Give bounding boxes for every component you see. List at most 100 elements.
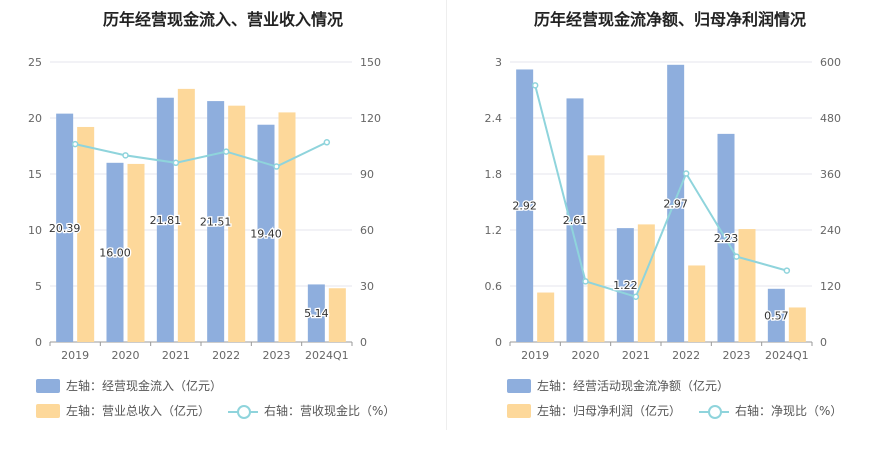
bar-data-label: 20.39 xyxy=(49,222,81,235)
right-axis-tick-label: 480 xyxy=(820,112,841,125)
right-axis-tick-label: 360 xyxy=(820,168,841,181)
ratio-line xyxy=(534,85,788,298)
legend-item-revenue[interactable]: 左轴：营业总收入（亿元） xyxy=(36,402,210,419)
x-axis-tick-label: 2024Q1 xyxy=(305,349,349,362)
bar-data-label: 16.00 xyxy=(99,246,131,259)
legend-item-cash-inflow[interactable]: 左轴：经营现金流入（亿元） xyxy=(36,377,222,394)
left-axis-tick-label: 1.2 xyxy=(485,224,503,237)
left-axis-tick-label: 0 xyxy=(35,336,42,349)
bar-data-label: 21.51 xyxy=(200,216,232,229)
right-axis-tick-label: 120 xyxy=(360,112,381,125)
legend-label: 左轴：经营活动现金流净额（亿元） xyxy=(537,379,730,393)
right-axis-tick-label: 150 xyxy=(360,56,381,69)
ratio-point xyxy=(222,148,230,155)
right-axis-tick-label: 120 xyxy=(820,280,841,293)
ratio-point xyxy=(682,170,690,177)
bar-revenue xyxy=(228,105,246,343)
bar-net-cash xyxy=(516,69,534,342)
x-axis-tick-label: 2022 xyxy=(212,349,240,362)
bar-data-label: 5.14 xyxy=(304,307,329,320)
right-axis-tick-label: 60 xyxy=(360,224,374,237)
x-axis-tick-label: 2024Q1 xyxy=(765,349,809,362)
bar-data-label: 2.61 xyxy=(563,214,588,227)
right-axis-tick-label: 240 xyxy=(820,224,841,237)
chart-svg-left: 0 0 5 30 10 60 15 90 20 120 25 150 2019 2020 2021 2022 2… xyxy=(28,56,381,362)
legend-label: 右轴：营收现金比（%） xyxy=(264,404,396,418)
left-axis-tick-label: 1.8 xyxy=(485,168,503,181)
bar-data-label: 1.22 xyxy=(613,279,638,292)
right-axis-tick-label: 0 xyxy=(360,336,367,349)
right-axis-tick-label: 90 xyxy=(360,168,374,181)
x-axis-tick-label: 2020 xyxy=(112,349,140,362)
bar-net-profit xyxy=(537,292,555,342)
legend-item-net-profit[interactable]: 左轴：归母净利润（亿元） xyxy=(507,402,681,419)
bar-cash-inflow xyxy=(207,101,225,342)
bar-net-profit xyxy=(587,155,605,342)
legend-label: 左轴：经营现金流入（亿元） xyxy=(66,379,223,393)
chart-panel-left: 历年经营现金流入、营业收入情况 0 0 5 30 10 60 15 90 20 120 25 150 2… xyxy=(0,0,446,430)
bar-revenue xyxy=(328,288,346,342)
left-axis-tick-label: 3 xyxy=(495,56,502,69)
ratio-point xyxy=(632,293,640,300)
x-axis-tick-label: 2020 xyxy=(572,349,600,362)
bar-revenue xyxy=(127,163,145,342)
legend-swatch-blue xyxy=(36,378,60,393)
bar-data-label: 0.57 xyxy=(764,309,789,322)
bar-revenue xyxy=(77,126,95,343)
bar-revenue xyxy=(278,112,296,343)
legend-label: 左轴：归母净利润（亿元） xyxy=(537,404,682,418)
legend-swatch-orange xyxy=(507,403,531,418)
bar-data-label: 19.40 xyxy=(250,227,282,240)
x-axis-tick-label: 2019 xyxy=(521,349,549,362)
bar-net-profit xyxy=(788,307,806,342)
bar-data-label: 2.97 xyxy=(663,197,688,210)
left-axis-tick-label: 15 xyxy=(28,168,42,181)
ratio-point xyxy=(323,139,331,146)
left-axis-tick-label: 0 xyxy=(495,336,502,349)
ratio-point xyxy=(783,267,791,274)
bar-cash-inflow xyxy=(307,284,325,342)
bar-revenue xyxy=(177,88,195,342)
legend-swatch-orange xyxy=(36,403,60,418)
chart-svg-right: 0 0 0.6 120 1.2 240 1.8 360 2.4 480 3 600 2019 2020 20… xyxy=(485,56,842,362)
bar-data-label: 21.81 xyxy=(150,214,182,227)
ratio-point xyxy=(733,253,740,260)
right-axis-tick-label: 30 xyxy=(360,280,374,293)
x-axis-tick-label: 2021 xyxy=(162,349,190,362)
bar-cash-inflow xyxy=(56,113,74,342)
bar-net-cash xyxy=(667,64,685,343)
bar-cash-inflow xyxy=(156,97,174,342)
chart-title-left: 历年经营现金流入、营业收入情况 xyxy=(102,10,343,29)
bar-net-cash xyxy=(566,98,584,343)
ratio-point xyxy=(531,82,539,89)
bar-cash-inflow xyxy=(257,124,275,342)
ratio-point xyxy=(273,163,280,170)
legend-swatch-blue xyxy=(507,378,531,393)
right-axis-tick-label: 0 xyxy=(820,336,827,349)
x-axis-tick-label: 2023 xyxy=(723,349,751,362)
ratio-point xyxy=(71,140,79,148)
bar-net-profit xyxy=(637,224,655,342)
x-axis-tick-label: 2021 xyxy=(622,349,650,362)
bar-net-cash xyxy=(616,228,634,342)
legend-item-net-cash[interactable]: 左轴：经营活动现金流净额（亿元） xyxy=(507,377,729,394)
right-axis-tick-label: 600 xyxy=(820,56,841,69)
bar-data-label: 2.92 xyxy=(512,200,537,213)
bar-net-cash xyxy=(767,288,785,342)
legend-item-ratio[interactable]: 右轴：营收现金比（%） xyxy=(228,402,395,419)
left-axis-tick-label: 5 xyxy=(35,280,42,293)
legend-item-net-ratio[interactable]: 右轴：净现比（%） xyxy=(699,402,842,419)
ratio-point xyxy=(582,278,589,285)
legend-swatch-line xyxy=(228,404,258,419)
chart-panel-right: 历年经营现金流净额、归母净利润情况 0 0 0.6 120 1.2 240 1.8 360 2.… xyxy=(447,0,893,430)
bar-data-label: 2.23 xyxy=(714,232,739,245)
ratio-point xyxy=(172,159,180,167)
bar-net-profit xyxy=(688,265,706,342)
left-axis-tick-label: 20 xyxy=(28,112,42,125)
left-axis-tick-label: 0.6 xyxy=(485,280,503,293)
ratio-line xyxy=(74,141,328,168)
ratio-point xyxy=(122,152,129,159)
bar-net-profit xyxy=(738,229,756,342)
legend-swatch-line xyxy=(699,404,729,419)
